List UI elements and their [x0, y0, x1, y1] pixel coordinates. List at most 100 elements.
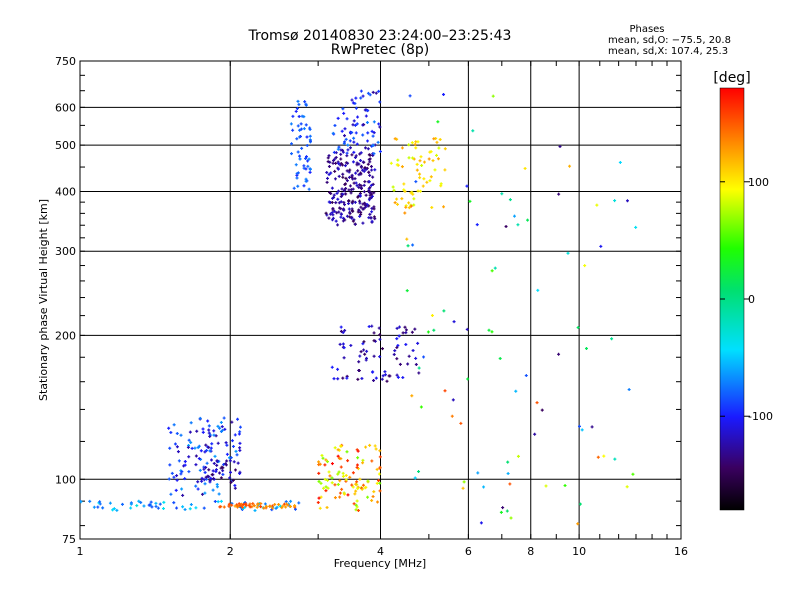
data-point: [350, 153, 354, 157]
data-point: [295, 176, 299, 180]
data-point: [359, 184, 363, 188]
data-point: [326, 486, 330, 490]
data-point: [115, 508, 119, 512]
data-point: [395, 197, 399, 201]
data-point: [201, 430, 205, 434]
data-point: [216, 441, 220, 445]
data-point: [584, 346, 588, 350]
data-point: [330, 365, 334, 369]
data-point: [348, 184, 352, 188]
data-point: [341, 107, 345, 111]
data-point: [414, 180, 418, 184]
data-point: [501, 506, 505, 510]
data-point: [277, 502, 281, 506]
data-point: [395, 326, 399, 330]
data-point: [404, 331, 408, 335]
data-point: [372, 207, 376, 211]
data-point: [348, 139, 352, 143]
data-point: [330, 476, 334, 480]
data-point: [209, 446, 213, 450]
data-point: [218, 471, 222, 475]
data-point: [404, 205, 408, 209]
data-point: [385, 379, 389, 383]
data-point: [372, 339, 376, 343]
data-point: [327, 470, 331, 474]
data-point: [209, 458, 213, 462]
x-tick-label: 10: [572, 545, 586, 558]
data-point: [344, 176, 348, 180]
data-point: [380, 377, 384, 381]
data-point: [318, 506, 322, 510]
data-point: [170, 471, 174, 475]
data-point: [204, 443, 208, 447]
data-point: [437, 146, 441, 150]
data-point: [101, 506, 105, 510]
data-point: [356, 115, 360, 119]
data-point: [356, 456, 360, 460]
data-point: [396, 343, 400, 347]
data-point: [465, 184, 469, 188]
data-point: [377, 89, 381, 93]
data-point: [344, 478, 348, 482]
data-point: [354, 181, 358, 185]
data-point: [353, 177, 357, 181]
data-point: [205, 449, 209, 453]
data-point: [219, 420, 223, 424]
data-point: [364, 203, 368, 207]
data-point: [634, 225, 638, 229]
data-point: [370, 459, 374, 463]
data-point: [490, 269, 494, 273]
data-point: [465, 327, 469, 331]
data-point: [491, 94, 495, 98]
data-point: [402, 188, 406, 192]
data-point: [365, 120, 369, 124]
data-point: [319, 495, 323, 499]
data-point: [341, 163, 345, 167]
data-point: [354, 171, 358, 175]
data-point: [80, 500, 83, 504]
data-point: [215, 463, 219, 467]
data-point: [231, 444, 235, 448]
data-point: [291, 128, 295, 132]
data-point: [416, 341, 420, 345]
data-point: [557, 192, 561, 196]
data-point: [98, 500, 102, 504]
data-point: [336, 454, 340, 458]
data-point: [415, 168, 419, 172]
data-point: [199, 449, 203, 453]
data-point: [215, 460, 219, 464]
data-point: [398, 325, 402, 329]
data-point: [208, 449, 212, 453]
data-point: [183, 477, 187, 481]
data-point: [344, 473, 348, 477]
data-point: [135, 504, 139, 508]
data-point: [208, 478, 212, 482]
data-point: [174, 488, 178, 492]
data-point: [326, 478, 330, 482]
data-point: [333, 446, 337, 450]
data-point: [308, 126, 312, 130]
data-point: [339, 157, 343, 161]
data-point: [430, 313, 434, 317]
data-point: [230, 439, 234, 443]
data-point: [363, 108, 367, 112]
phase-x-stats: mean, sd,X: 107.4, 25.3: [608, 46, 728, 57]
data-point: [414, 146, 418, 150]
data-point: [323, 477, 327, 481]
data-point: [369, 216, 373, 220]
data-point: [331, 208, 335, 212]
data-point: [218, 426, 222, 430]
data-point: [338, 342, 342, 346]
data-point: [236, 461, 240, 465]
data-point: [422, 177, 426, 181]
data-point: [356, 194, 360, 198]
data-point: [120, 502, 124, 506]
data-point: [197, 457, 201, 461]
data-point: [414, 356, 418, 360]
data-point: [347, 207, 351, 211]
data-point: [175, 506, 179, 510]
data-point: [355, 465, 359, 469]
data-point: [359, 164, 363, 168]
data-point: [343, 182, 347, 186]
data-point: [188, 430, 192, 434]
